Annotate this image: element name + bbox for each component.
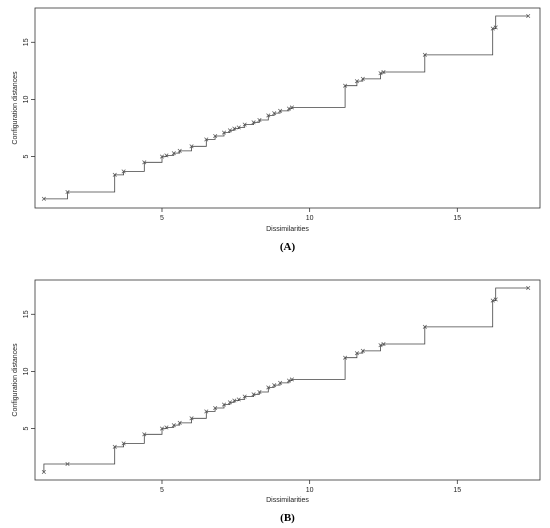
chart-a-x-axis-title: Dissimilarities <box>266 226 309 233</box>
chart-b-point-1 <box>65 461 70 467</box>
chart-a-point-11 <box>213 133 218 139</box>
chart-b-point-23 <box>289 377 294 382</box>
chart-b-point-5 <box>159 426 165 431</box>
chart-a-point-12 <box>221 130 227 135</box>
chart-a-point-17 <box>251 120 256 125</box>
chart-b-y-axis-title: Configuration distances <box>12 343 19 417</box>
chart-b-point-9 <box>189 416 194 421</box>
chart-a-plot-frame <box>34 7 541 209</box>
chart-b-point-7 <box>171 423 176 428</box>
chart-b-point-31 <box>493 297 498 302</box>
chart-a-point-22 <box>286 106 292 111</box>
chart-a-point-7 <box>171 151 176 156</box>
chart-b-point-30 <box>490 298 495 303</box>
chart-a-point-3 <box>121 169 126 174</box>
chart-a-point-14 <box>232 126 237 131</box>
chart-b-point-18 <box>257 389 262 395</box>
chart-b-x-tick-label-1: 10 <box>306 487 314 494</box>
chart-b-x-tick-label-2: 15 <box>453 487 461 494</box>
chart-a-point-29 <box>422 52 427 57</box>
chart-b-point-27 <box>378 343 383 348</box>
chart-a-point-21 <box>278 108 283 113</box>
chart-a-point-24 <box>343 83 348 88</box>
chart-b-x-axis-title: Dissimilarities <box>266 497 309 504</box>
chart-b-step-line <box>43 287 529 472</box>
chart-b-plot-frame <box>34 279 541 481</box>
chart-a-point-31 <box>493 25 498 30</box>
chart-a-x-tick-label-2: 15 <box>453 215 461 222</box>
chart-a-point-6 <box>164 153 169 158</box>
chart-b-point-24 <box>343 355 348 360</box>
chart-a-x-tick-label-0: 5 <box>160 215 164 222</box>
chart-b-point-8 <box>177 420 182 425</box>
chart-b-y-tick-label-2: 15 <box>23 310 30 318</box>
chart-a-point-9 <box>189 144 194 149</box>
chart-b-point-21 <box>278 380 283 385</box>
chart-a-point-13 <box>227 128 232 133</box>
chart-b-point-25 <box>354 351 359 356</box>
chart-a-x-tick-label-1: 10 <box>306 215 314 222</box>
chart-a-y-axis-title: Configuration distances <box>12 71 19 145</box>
chart-a-point-5 <box>159 154 165 159</box>
chart-b-point-28 <box>381 341 386 347</box>
chart-a-point-30 <box>490 26 495 31</box>
chart-b-point-3 <box>121 441 126 446</box>
chart-b-point-22 <box>286 378 292 383</box>
chart-b-x-tick-label-0: 5 <box>160 487 164 494</box>
chart-b-point-11 <box>213 405 218 411</box>
chart-a-point-28 <box>381 69 386 75</box>
chart-a-point-26 <box>360 76 365 81</box>
chart-a-point-2 <box>112 172 117 177</box>
chart-b-point-10 <box>204 409 209 414</box>
chart-b-point-14 <box>232 398 237 403</box>
chart-b-y-tick-label-0: 5 <box>23 427 30 431</box>
chart-a-y-tick-label-2: 15 <box>23 38 30 46</box>
chart-a-step-line <box>43 15 529 200</box>
chart-a-point-18 <box>257 117 262 123</box>
chart-a-point-1 <box>65 189 70 195</box>
chart-a-panel-label: (A) <box>280 241 296 253</box>
chart-a-point-20 <box>272 111 277 116</box>
chart-b-point-0 <box>41 469 46 475</box>
chart-b-point-19 <box>266 385 271 390</box>
chart-a-point-16 <box>242 122 247 127</box>
chart-a-point-8 <box>177 148 182 153</box>
chart-b-point-32 <box>526 285 531 291</box>
chart-b-point-13 <box>227 400 232 405</box>
chart-a-point-25 <box>354 79 359 84</box>
chart-b-point-26 <box>360 348 365 353</box>
chart-a-point-27 <box>378 71 383 76</box>
chart-a-point-10 <box>204 137 209 142</box>
chart-b-y-tick-label-1: 10 <box>23 367 30 375</box>
chart-a-y-tick-label-1: 10 <box>23 95 30 103</box>
chart-b-point-2 <box>112 444 117 449</box>
chart-b-point-16 <box>242 394 247 399</box>
chart-a-point-0 <box>41 196 46 201</box>
chart-b-point-29 <box>422 324 427 329</box>
chart-b-point-6 <box>164 425 169 430</box>
chart-a-point-19 <box>266 113 271 118</box>
chart-b-point-12 <box>221 402 227 407</box>
chart-b-point-4 <box>142 432 147 437</box>
chart-a-point-15 <box>236 125 241 130</box>
chart-a-y-tick-label-0: 5 <box>23 155 30 159</box>
chart-b-panel-label: (B) <box>280 512 295 524</box>
chart-b-point-15 <box>236 397 241 402</box>
chart-b-point-20 <box>272 383 277 388</box>
chart-a-point-4 <box>142 160 147 165</box>
chart-a-point-32 <box>526 13 531 19</box>
chart-a-point-23 <box>289 105 294 110</box>
chart-b-point-17 <box>251 392 256 397</box>
